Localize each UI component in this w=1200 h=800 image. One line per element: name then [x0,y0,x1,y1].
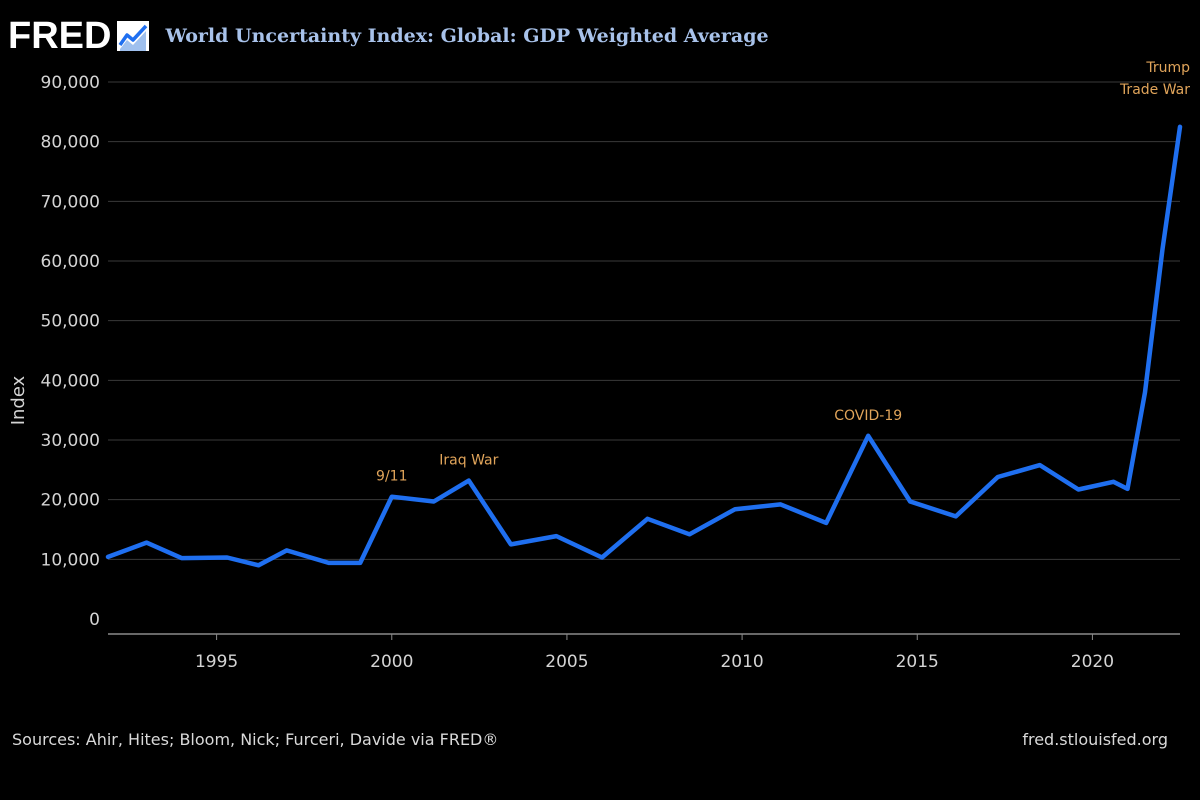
x-tick-label: 2020 [1071,652,1114,672]
y-tick-label: 50,000 [41,312,100,332]
annotation-label: Trade War [1119,82,1190,98]
series-line [105,124,1183,568]
y-tick-label: 60,000 [41,252,100,272]
x-tick-label: 2015 [896,652,939,672]
y-tick-label: 80,000 [41,133,100,153]
y-tick-label: 10,000 [41,550,100,570]
x-axis-ticks: 1995 2000 2005 2010 2015 2020 [195,634,1114,672]
y-tick-label: 90,000 [41,73,100,93]
y-axis-label: Index [8,375,29,425]
source-url-link[interactable]: fred.stlouisfed.org [1022,730,1168,749]
sources-text: Sources: Ahir, Hites; Bloom, Nick; Furce… [12,730,499,749]
y-axis-ticks: 0 10,000 20,000 30,000 40,000 50,000 60,000 70,… [41,73,100,630]
fred-logo[interactable]: FRED [8,15,150,57]
y-tick-label: 0 [89,610,100,630]
x-tick-label: 2000 [370,652,413,672]
y-tick-label: 70,000 [41,192,100,212]
gridlines [108,81,1180,560]
y-tick-label: 20,000 [41,491,100,511]
x-tick-label: 2005 [545,652,588,672]
chart-title: World Uncertainty Index: Global: GDP Wei… [165,25,769,47]
series [105,124,1183,568]
annotation-label: Iraq War [439,453,498,469]
line-chart-icon [117,21,150,51]
annotation-label: COVID-19 [834,408,902,424]
y-tick-label: 40,000 [41,371,100,391]
annotation-label: Trump [1145,60,1190,76]
chart-header: FRED World Uncertainty Index: Global: GD… [8,14,769,58]
x-tick-label: 1995 [195,652,238,672]
x-tick-label: 2010 [720,652,763,672]
y-tick-label: 30,000 [41,431,100,451]
annotations: 9/11 Iraq War COVID-19 Trump Trade War [376,60,1190,485]
logo-text: FRED [8,15,112,57]
annotation-label: 9/11 [376,469,407,485]
